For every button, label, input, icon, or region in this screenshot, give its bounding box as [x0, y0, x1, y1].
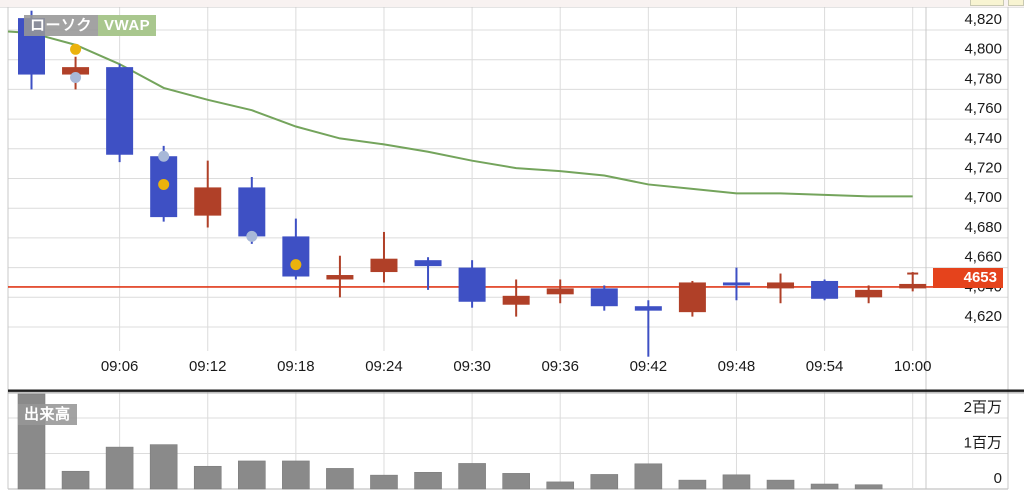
volume-bar-09:54 [810, 483, 839, 490]
candle-body [590, 288, 618, 307]
price-axis-label: 4,680 [964, 219, 1002, 236]
time-axis-label: 09:06 [101, 358, 139, 375]
time-axis-label: 09:36 [541, 358, 579, 375]
volume-bar-09:45 [678, 479, 707, 490]
candle-09:33[interactable] [502, 279, 530, 317]
volume-bar-09:30 [458, 463, 486, 490]
volume-bar-09:33 [502, 473, 530, 490]
volume-axis-label: 0 [994, 470, 1002, 487]
legend-vwap-chip[interactable]: VWAP [98, 15, 157, 36]
candle-body [238, 187, 266, 237]
candle-body [194, 187, 222, 216]
volume-bar-09:06 [105, 446, 134, 490]
candle-09:57[interactable] [855, 285, 883, 304]
candle-10:00[interactable] [899, 272, 927, 292]
candle-09:24[interactable] [370, 231, 398, 283]
candle-body [458, 267, 486, 302]
volume-bar-09:15 [238, 460, 266, 490]
candle-09:48[interactable] [722, 267, 750, 301]
volume-bar-09:51 [766, 479, 795, 490]
time-axis-label: 09:12 [189, 358, 227, 375]
volume-bar-09:42 [634, 463, 663, 490]
candle-body [767, 282, 795, 289]
candle-09:12[interactable] [194, 160, 222, 228]
candle-body [282, 236, 310, 277]
vwap-line [7, 30, 913, 198]
candle-09:27[interactable] [414, 257, 442, 290]
time-axis-label: 09:18 [277, 358, 315, 375]
candle-09:51[interactable] [767, 273, 795, 304]
candle-09:06[interactable] [106, 64, 134, 163]
candle-body [722, 282, 750, 286]
price-axis-label: 4,820 [964, 11, 1002, 28]
execution-marker-dot [290, 259, 302, 271]
candle-body [414, 260, 442, 267]
execution-marker-dot [70, 72, 82, 84]
candle-body [502, 295, 530, 305]
volume-bar-09:48 [722, 474, 751, 490]
volume-bar-09:03 [61, 470, 90, 490]
candle-body [326, 275, 354, 280]
candle-09:54[interactable] [811, 279, 839, 301]
time-axis-label: 09:30 [453, 358, 491, 375]
candle-body [855, 289, 883, 298]
current-price-badge: 4653 [933, 268, 1003, 288]
price-axis-label: 4,800 [964, 41, 1002, 58]
execution-marker-dot [70, 43, 82, 55]
price-axis-label: 4,720 [964, 160, 1002, 177]
price-axis-label: 4,620 [964, 308, 1002, 325]
candle-09:42[interactable] [634, 300, 662, 357]
candle-09:21[interactable] [326, 255, 354, 298]
volume-bar-09:12 [193, 465, 222, 490]
time-axis-label: 09:54 [806, 358, 844, 375]
execution-marker-dot [158, 150, 170, 162]
candle-body [678, 282, 706, 313]
candle-body [811, 280, 839, 299]
candle-body [370, 258, 398, 273]
pane-divider [8, 389, 1024, 392]
candle-09:15[interactable] [238, 177, 266, 244]
volume-axis-label: 1百万 [964, 435, 1002, 452]
execution-marker-dot [158, 178, 170, 190]
volume-bar-09:09 [149, 444, 178, 490]
volume-pane-label-chip[interactable]: 出来高 [18, 404, 77, 425]
candle-09:39[interactable] [590, 285, 618, 311]
volume-bar-09:39 [590, 474, 619, 490]
candle-body [106, 67, 134, 155]
volume-bar-09:24 [370, 474, 398, 490]
time-axis-label: 10:00 [894, 358, 932, 375]
execution-marker-dot [246, 230, 258, 242]
volume-bar-09:27 [414, 472, 442, 490]
volume-bar-09:21 [326, 468, 354, 490]
time-axis-label: 09:48 [718, 358, 756, 375]
volume-bar-09:18 [282, 460, 310, 490]
price-axis-label: 4,660 [964, 249, 1002, 266]
price-axis-label: 4,780 [964, 70, 1002, 87]
time-axis-label: 09:24 [365, 358, 403, 375]
candle-09:45[interactable] [678, 280, 706, 317]
top-toolbar-button-fragment[interactable] [1008, 0, 1024, 6]
candle-body [899, 283, 927, 289]
volume-bar-09:36 [546, 481, 575, 490]
candle-body [546, 288, 574, 295]
top-toolbar-fragment [0, 0, 1024, 7]
candle-body [62, 67, 90, 75]
price-axis-label: 4,760 [964, 100, 1002, 117]
candle-09:36[interactable] [546, 279, 574, 304]
time-axis-label: 09:42 [630, 358, 668, 375]
price-axis-label: 4,740 [964, 130, 1002, 147]
volume-axis-label: 2百万 [964, 399, 1002, 416]
top-toolbar-button-fragment[interactable] [970, 0, 1004, 6]
volume-bar-09:57 [854, 484, 883, 490]
candle-body [634, 306, 662, 311]
candle-09:30[interactable] [458, 260, 486, 308]
legend-candlestick-chip[interactable]: ローソク [24, 15, 99, 36]
price-axis-label: 4,700 [964, 189, 1002, 206]
